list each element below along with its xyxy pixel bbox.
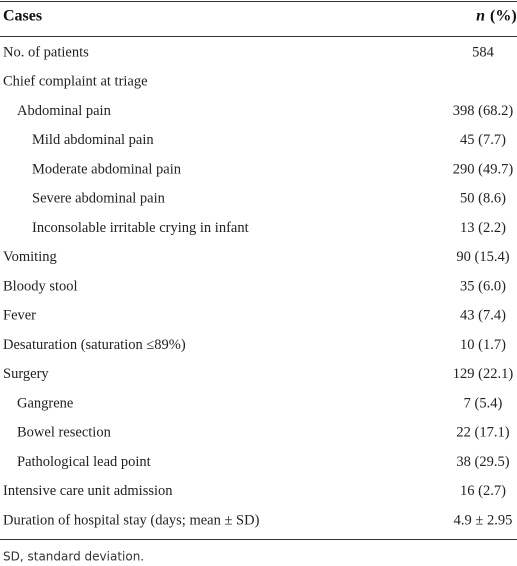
row-label: Severe abdominal pain (32, 191, 166, 207)
row-value: 129 (22.1) (453, 366, 514, 382)
row-value: 16 (2.7) (460, 483, 506, 499)
row-value: 90 (15.4) (456, 249, 509, 265)
row-label: Bowel resection (17, 425, 112, 441)
row-label: Fever (3, 308, 36, 324)
row-value: 45 (7.7) (460, 132, 506, 148)
row-label: Mild abdominal pain (32, 132, 154, 148)
row-value: 584 (472, 44, 495, 60)
row-label: Intensive care unit admission (3, 483, 173, 499)
header-pct: (%) (490, 8, 517, 25)
header-cases: Cases (3, 8, 42, 25)
row-value: 43 (7.4) (460, 308, 506, 324)
row-label: Surgery (3, 366, 49, 382)
row-value: 4.9 ± 2.95 (454, 512, 513, 528)
row-value: 10 (1.7) (460, 337, 506, 353)
row-label: Pathological lead point (17, 454, 151, 470)
row-label: No. of patients (3, 44, 89, 60)
row-value: 50 (8.6) (460, 191, 506, 207)
row-label: Vomiting (3, 249, 57, 265)
row-label: Inconsolable irritable crying in infant (32, 220, 249, 236)
row-label: Desaturation (saturation ≤89%) (3, 337, 186, 353)
row-label: Gangrene (17, 395, 73, 411)
footnote: SD, standard deviation. (3, 550, 144, 564)
row-label: Abdominal pain (17, 103, 112, 119)
row-label: Moderate abdominal pain (32, 161, 182, 177)
row-value: 290 (49.7) (453, 161, 514, 177)
row-value: 398 (68.2) (453, 103, 514, 119)
row-label: Bloody stool (3, 278, 78, 294)
row-value: 38 (29.5) (456, 454, 509, 470)
row-label: Duration of hospital stay (days; mean ± … (3, 512, 260, 528)
row-value: 13 (2.2) (460, 220, 506, 236)
header-n: n (476, 8, 485, 25)
row-value: 35 (6.0) (460, 278, 506, 294)
row-label: Chief complaint at triage (3, 74, 148, 90)
row-value: 22 (17.1) (456, 425, 509, 441)
row-value: 7 (5.4) (464, 395, 503, 411)
